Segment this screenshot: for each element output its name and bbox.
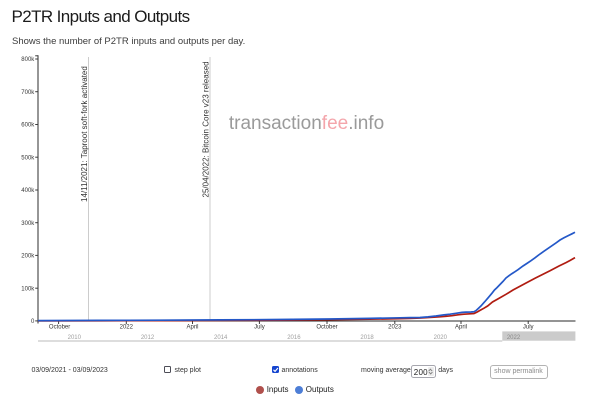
svg-text:April: April [455,325,467,331]
svg-text:2010: 2010 [68,335,82,341]
svg-text:2016: 2016 [287,335,301,341]
svg-text:October: October [316,325,337,331]
svg-text:200k: 200k [21,254,35,260]
svg-text:300k: 300k [21,221,35,227]
svg-text:100k: 100k [21,286,35,292]
svg-text:2022: 2022 [120,325,134,331]
svg-text:2020: 2020 [434,335,448,341]
svg-text:0: 0 [31,319,35,325]
svg-text:800k: 800k [21,57,35,63]
svg-text:October: October [49,325,70,331]
svg-text:600k: 600k [21,123,35,129]
svg-text:2023: 2023 [388,325,402,331]
svg-text:14/11/2021: Taproot soft-fork: 14/11/2021: Taproot soft-fork activated [80,66,89,202]
svg-text:transactionfee.info: transactionfee.info [229,113,384,134]
svg-text:500k: 500k [21,155,35,161]
svg-text:2014: 2014 [214,335,228,341]
svg-text:July: July [254,325,265,331]
svg-text:2012: 2012 [141,335,155,341]
svg-text:400k: 400k [21,188,35,194]
svg-text:April: April [186,325,198,331]
svg-text:July: July [523,325,534,331]
svg-text:2022: 2022 [507,335,521,341]
svg-text:25/04/2022: Bitcoin Core v23 r: 25/04/2022: Bitcoin Core v23 released [201,61,210,197]
svg-text:2018: 2018 [360,335,374,341]
svg-text:700k: 700k [21,90,35,96]
